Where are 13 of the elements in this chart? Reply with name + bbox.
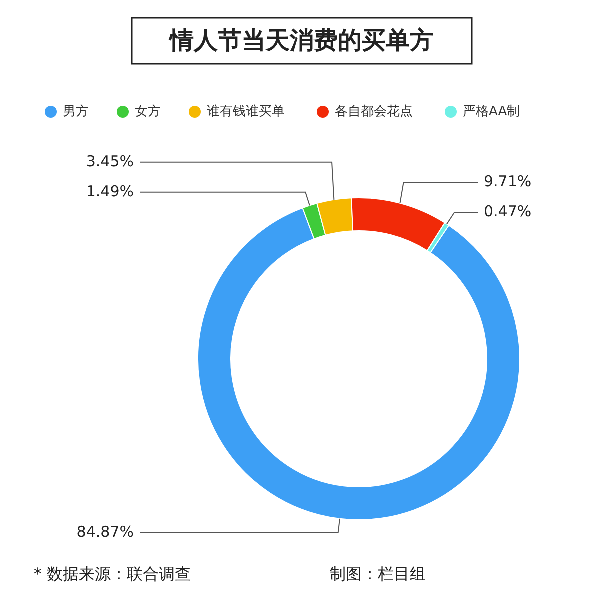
data-label: 3.45% (86, 152, 134, 170)
data-label: 84.87% (76, 522, 134, 541)
data-label: 9.71% (484, 172, 532, 191)
data-label: 1.49% (86, 182, 134, 200)
legend-label: 女方 (135, 104, 161, 120)
text: * 数据来源：联合调查 (34, 564, 192, 584)
chart-title: 情人节当天消费的买单方 (168, 26, 434, 55)
text: 制图：栏目组 (330, 564, 426, 584)
legend-label: 男方 (63, 104, 89, 120)
legend-label: 严格AA制 (463, 104, 520, 120)
legend-label: 谁有钱谁买单 (207, 104, 285, 120)
data-label: 0.47% (484, 202, 532, 221)
legend-label: 各自都会花点 (335, 104, 413, 120)
